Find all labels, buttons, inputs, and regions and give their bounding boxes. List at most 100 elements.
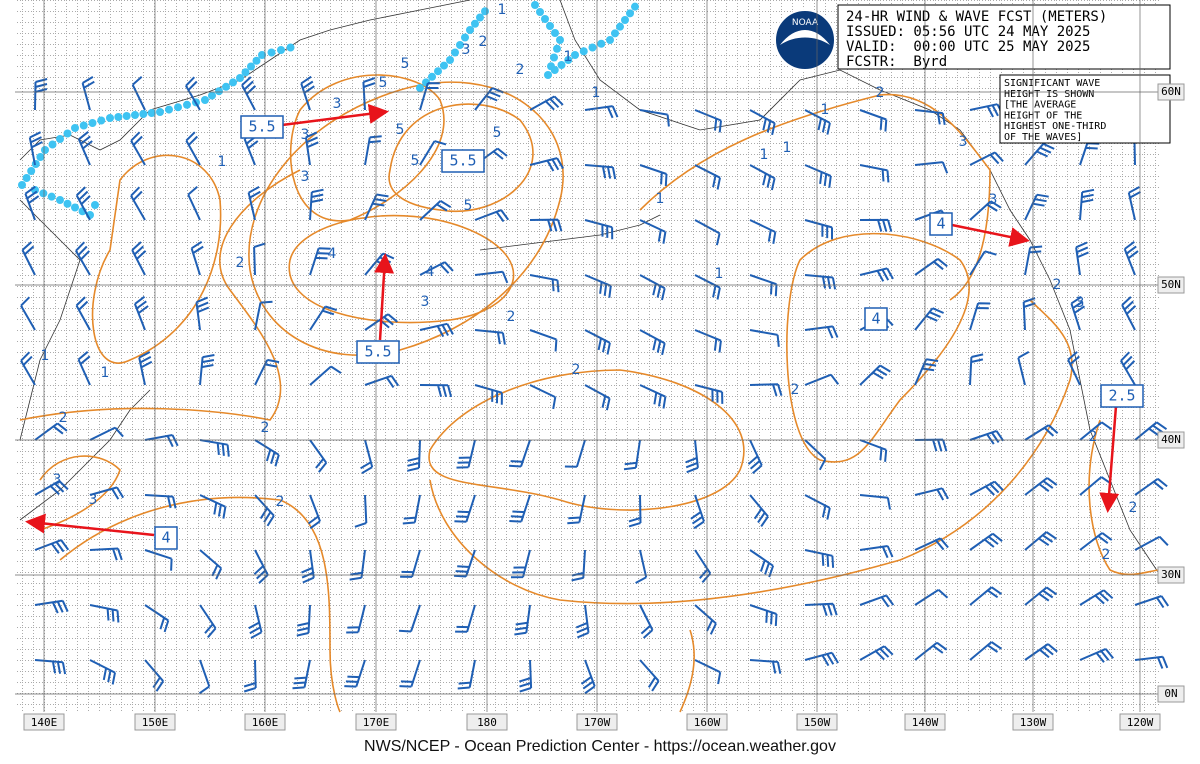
wind-barb — [969, 200, 1002, 221]
note-line: HEIGHT IS SHOWN — [1004, 89, 1094, 100]
wind-barb — [199, 494, 227, 519]
ice-dot — [208, 91, 216, 100]
wind-barb — [747, 439, 763, 474]
arrow — [951, 223, 1030, 247]
wind-barb — [199, 549, 223, 580]
wind-barb — [1120, 351, 1136, 386]
wind-barb — [859, 109, 888, 132]
wind-barb — [185, 131, 201, 166]
wind-barb — [694, 659, 722, 685]
wind-barb — [694, 604, 717, 635]
contour-label: 3 — [89, 492, 98, 508]
lon-label: 120W — [1127, 716, 1154, 729]
wind-barb — [969, 586, 1002, 606]
wind-barb — [564, 439, 586, 468]
wind-barb — [474, 87, 504, 111]
wind-barb — [518, 659, 533, 693]
note-line: [THE AVERAGE — [1004, 100, 1076, 111]
ice-dot — [461, 33, 469, 42]
wind-barb — [89, 604, 120, 623]
ice-dot — [131, 111, 139, 119]
ice-dot — [551, 29, 559, 37]
wind-barb — [639, 219, 667, 244]
ice-dot — [241, 68, 250, 77]
lat-label-box — [1157, 431, 1185, 449]
wind-barb — [89, 547, 123, 561]
coastlines — [19, 0, 1161, 576]
footer: NWS/NCEP - Ocean Prediction Center - htt… — [364, 738, 836, 755]
ice-dot — [556, 36, 564, 44]
wind-barb — [344, 659, 366, 688]
wind-barb — [694, 274, 721, 300]
lat-label: 60N — [1161, 85, 1181, 98]
wind-barb — [694, 384, 724, 404]
wind-barb — [1121, 296, 1137, 331]
wind-barb — [190, 240, 204, 276]
ice-dot — [18, 181, 26, 189]
wind-barb — [307, 494, 321, 530]
wind-barb — [969, 353, 984, 386]
wind-barb — [144, 604, 170, 633]
wind-barb — [419, 82, 440, 111]
ice-dot — [22, 174, 31, 182]
wind-barb — [914, 109, 946, 126]
wind-barb — [1024, 424, 1059, 441]
wind-barb — [969, 429, 1005, 445]
wind-barb — [639, 604, 654, 639]
wind-barb — [694, 164, 721, 190]
contour-label: 2 — [236, 255, 245, 271]
ice-dot — [557, 61, 566, 69]
ice-dot — [626, 9, 634, 18]
wind-barb — [584, 164, 617, 180]
wind-barb — [24, 185, 40, 221]
ice-dot — [47, 192, 56, 201]
wind-barb — [81, 76, 95, 111]
wind-barb — [89, 426, 124, 441]
wind-barb — [304, 131, 319, 166]
contour-label: 4 — [426, 264, 435, 280]
wind-barb — [529, 157, 564, 172]
wind-barb — [859, 439, 888, 462]
wind-barb — [77, 131, 93, 166]
wind-barb — [914, 358, 939, 386]
wind-barb — [130, 186, 146, 221]
contour-label: 2 — [261, 420, 270, 436]
ice-dot — [267, 48, 276, 57]
wind-barb — [580, 659, 596, 695]
ice-dot — [611, 29, 619, 38]
boxed-label: 5.5 — [364, 343, 391, 361]
ice-dot — [36, 153, 45, 161]
contour-label: 1 — [498, 2, 507, 18]
contour-label: 3 — [421, 294, 430, 310]
label-box — [1100, 384, 1144, 408]
ice-dot — [536, 8, 544, 16]
wind-barb — [1024, 586, 1058, 606]
boxed-label: 4 — [936, 215, 945, 233]
contour-label: 1 — [564, 49, 573, 65]
contour-label: 1 — [592, 85, 601, 101]
ice-dot — [71, 203, 79, 212]
wind-barb — [195, 296, 210, 331]
wind-barb — [584, 329, 611, 355]
wind-barb — [1075, 241, 1089, 276]
wind-barb — [364, 374, 400, 388]
ice-dot — [27, 167, 36, 175]
wind-barb — [690, 494, 705, 530]
wind-barb — [749, 164, 776, 191]
ice-dot — [174, 103, 182, 112]
lat-label-box — [1157, 685, 1185, 703]
contour-label: 2 — [572, 362, 581, 378]
wind-barb — [89, 659, 116, 685]
wind-barb — [199, 604, 217, 639]
labels: 140E 150E 160E 170E 180 170W 160W 150W 140W 130W 1… — [15, 0, 1185, 731]
label-box — [441, 149, 485, 173]
label-box — [864, 307, 888, 331]
wind-barb — [969, 250, 997, 276]
ice-dot — [56, 196, 64, 204]
contour-label: 3 — [301, 169, 310, 185]
contour-label: 2 — [876, 85, 885, 101]
wind-barb — [34, 78, 48, 111]
wind-barb — [75, 186, 91, 221]
